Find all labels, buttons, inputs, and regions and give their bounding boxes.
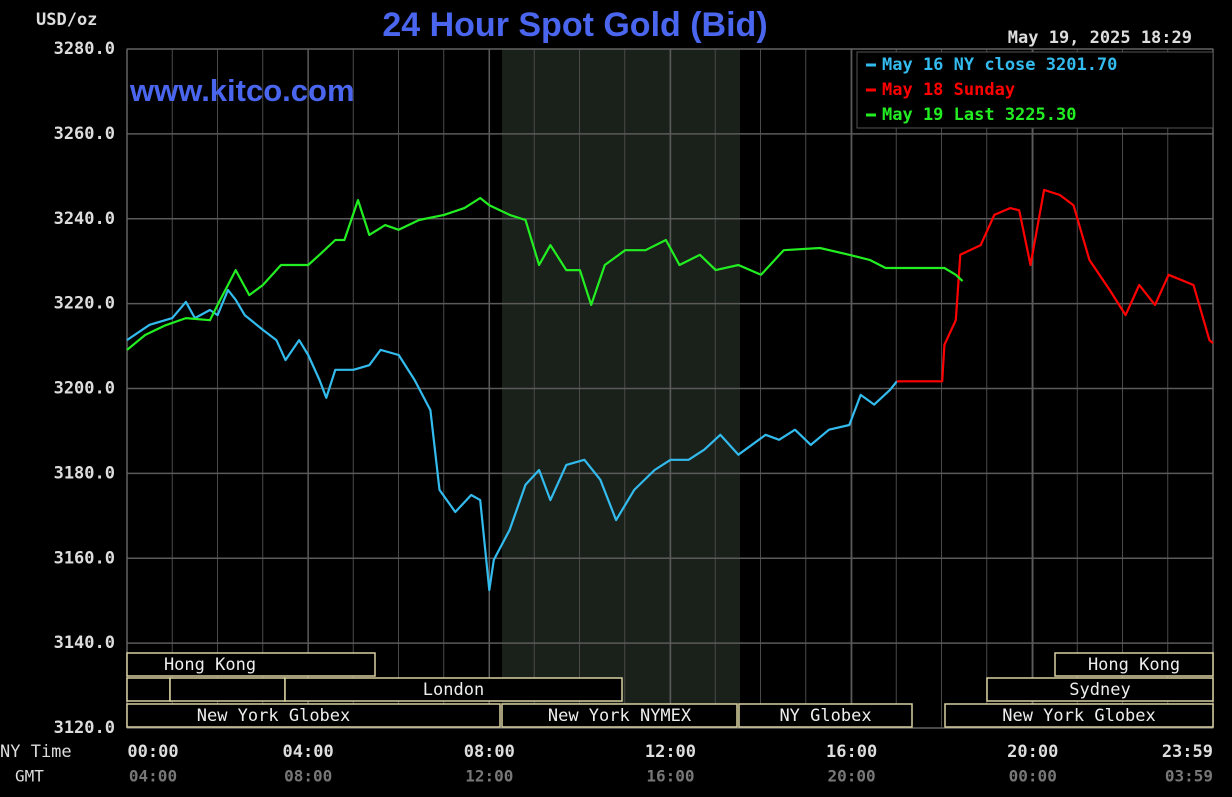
x2-axis-label: GMT [15,767,44,786]
y-tick-label: 3220.0 [54,294,115,314]
session-box [126,703,501,728]
session-box [126,677,171,702]
legend-box [856,51,1214,129]
session-label: Sydney [1069,680,1130,700]
session-box [986,677,1214,702]
x2-tick-label: 08:00 [284,767,332,786]
price-line [896,188,1214,383]
session-label: NY Globex [779,706,871,726]
chart-title: 24 Hour Spot Gold (Bid) [382,6,767,44]
y-tick-label: 3260.0 [54,124,115,144]
x-tick-label: 08:00 [464,742,515,762]
session-box [284,677,623,702]
x-tick-label: 23:59 [1162,742,1213,762]
legend-label: May 18 Sunday [882,80,1015,100]
y-tick-label: 3200.0 [54,379,115,399]
x-tick-label: 04:00 [283,742,334,762]
session-box [1054,652,1214,677]
sessions: Hong Kong Hong Kong London Sydney New York G… [126,652,1214,728]
session-box [126,652,376,677]
y-tick-label: 3280.0 [54,39,115,59]
x2-tick-label: 00:00 [1009,767,1057,786]
legend-label: May 16 NY close 3201.70 [882,55,1117,75]
price-line [126,288,898,592]
y-axis-label: USD/oz [36,10,97,30]
lines [126,188,1214,592]
x2-tick-label: 12:00 [465,767,513,786]
session-label: New York NYMEX [548,706,692,726]
x-tick-label: 20:00 [1007,742,1058,762]
x-axis-label: NY Time [0,742,72,762]
y-tick-label: 3140.0 [54,633,115,653]
y-tick-label: 3120.0 [54,718,115,738]
watermark: www.kitco.com [129,73,355,108]
legend: May 16 NY close 3201.70 May 18 Sunday May … [866,55,1117,125]
price-line [126,196,964,351]
session-label: Hong Kong [164,655,256,675]
x2-tick-label: 20:00 [828,767,876,786]
y-tick-label: 3160.0 [54,548,115,568]
timestamp: May 19, 2025 18:29 [1008,28,1192,48]
grid [126,48,1214,729]
x2-tick-label: 04:00 [129,767,177,786]
session-label: Hong Kong [1088,655,1180,675]
y-tick-label: 3240.0 [54,209,115,229]
x-tick-label: 16:00 [826,742,877,762]
session-label: New York Globex [197,706,351,726]
session-box [738,703,913,728]
plot-frame [126,48,1214,729]
session-label: London [423,680,484,700]
x-tick-label: 00:00 [127,742,178,762]
session-box [501,703,738,728]
legend-label: May 19 Last 3225.30 [882,105,1076,125]
x2-tick-label: 03:59 [1165,767,1213,786]
session-box [169,677,286,702]
y-tick-label: 3180.0 [54,463,115,483]
x2-tick-label: 16:00 [646,767,694,786]
session-box [944,703,1214,728]
x-tick-label: 12:00 [645,742,696,762]
session-label: New York Globex [1002,706,1156,726]
